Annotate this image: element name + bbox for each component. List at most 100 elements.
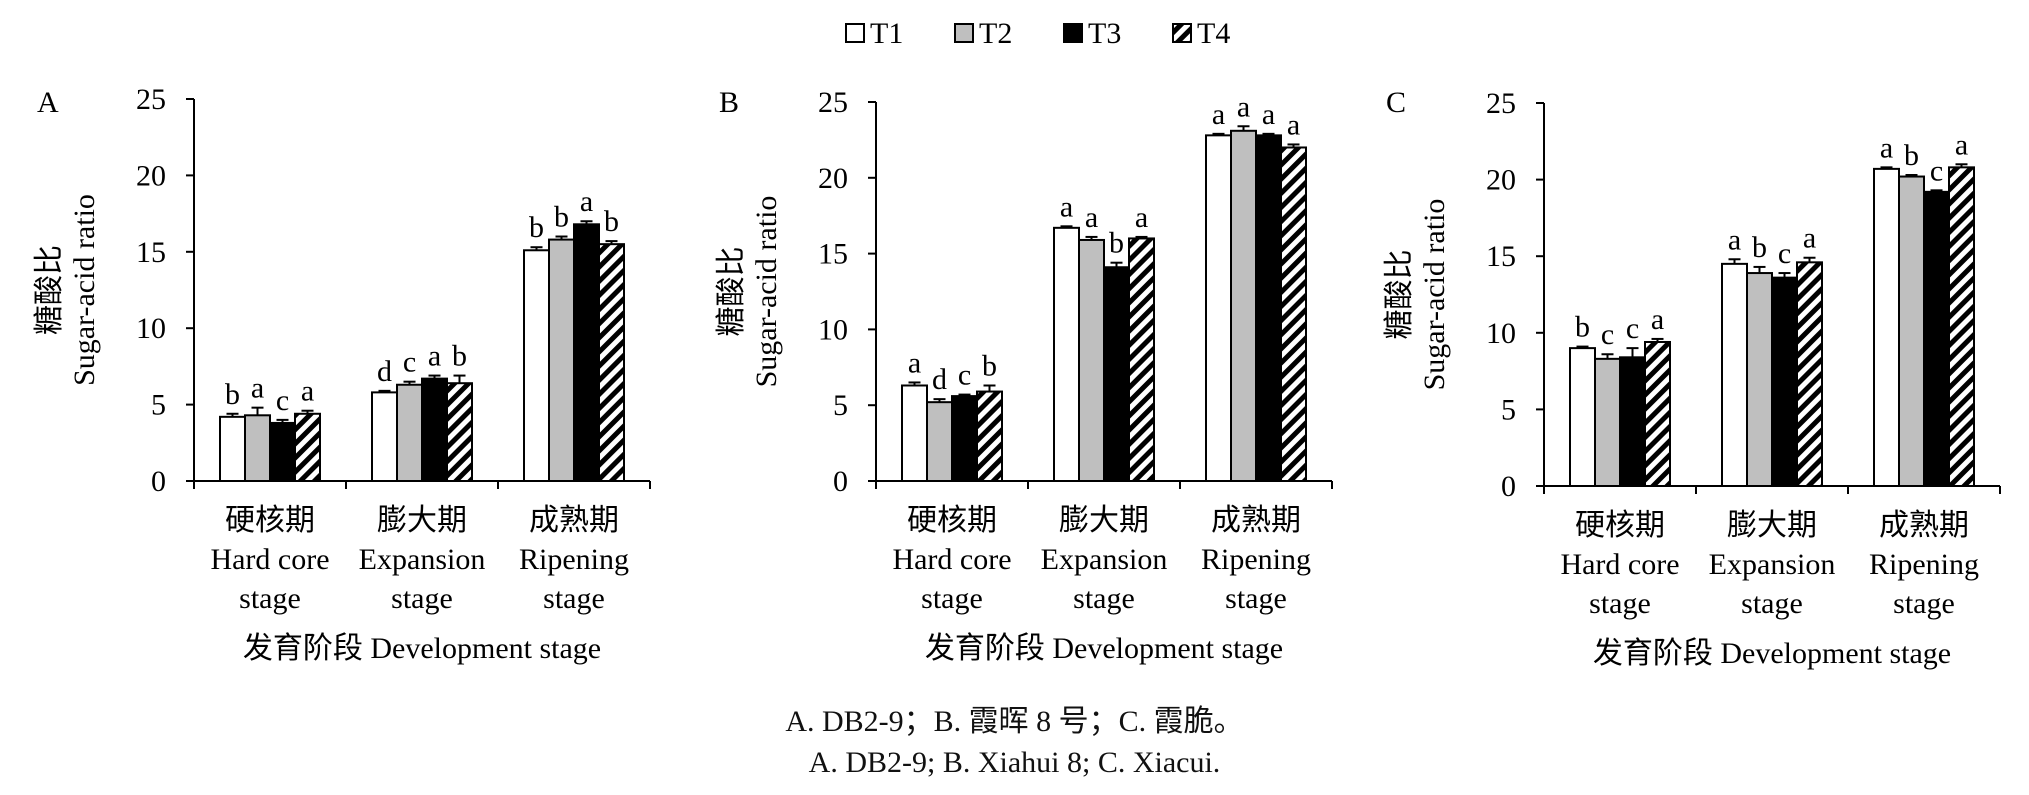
bar-t4	[976, 390, 1003, 482]
y-axis-title-en: Sugar-acid ratio	[68, 194, 101, 386]
significance-letter: c	[403, 346, 416, 379]
y-tick-label: 0	[833, 465, 848, 498]
y-tick-label: 20	[136, 159, 166, 192]
bar-t4	[1948, 166, 1975, 487]
y-tick-label: 25	[818, 86, 848, 119]
category-label-en-stage: stage	[1225, 582, 1287, 615]
significance-letter: a	[1262, 98, 1275, 131]
significance-letter: a	[1955, 128, 1968, 161]
significance-letter: b	[225, 378, 240, 411]
y-tick-label: 25	[1486, 87, 1516, 120]
bar-t1	[901, 384, 928, 483]
y-tick-label: 15	[136, 236, 166, 269]
significance-letter: a	[1060, 190, 1073, 223]
significance-letter: b	[604, 205, 619, 238]
category-label-en-stage: stage	[1893, 587, 1955, 620]
y-tick-label: 5	[151, 389, 166, 422]
significance-letter: b	[452, 340, 467, 373]
bar-t2	[1078, 238, 1105, 482]
y-axis-title-cn: 糖酸比	[715, 247, 748, 337]
y-tick-label: 0	[151, 465, 166, 498]
y-tick-label: 5	[1501, 393, 1516, 426]
bar-t1	[1873, 167, 1900, 487]
bar-t2	[244, 414, 271, 482]
legend-label: T4	[1197, 17, 1230, 50]
y-tick-label: 20	[1486, 164, 1516, 197]
significance-letter: a	[1880, 131, 1893, 164]
bar-t3	[1923, 190, 1950, 488]
y-tick-label: 5	[833, 389, 848, 422]
y-tick-label: 25	[136, 83, 166, 116]
legend-item-t1: T1	[845, 17, 903, 50]
legend-item-t4: T4	[1172, 17, 1230, 50]
y-tick-label: 10	[818, 313, 848, 346]
legend-label: T2	[979, 17, 1012, 50]
category-label-en: Hard core	[892, 543, 1011, 576]
y-axis-title-cn: 糖酸比	[1383, 250, 1416, 340]
category-label-cn: 膨大期	[1727, 509, 1817, 542]
legend-item-t3: T3	[1063, 17, 1121, 50]
bar-t4	[1128, 237, 1155, 482]
category-label-en-stage: stage	[1073, 582, 1135, 615]
significance-letter: a	[1085, 201, 1098, 234]
bar-t1	[371, 391, 398, 483]
bar-t3	[1255, 134, 1282, 483]
category-label-cn: 硬核期	[225, 504, 315, 537]
category-label-cn: 硬核期	[1575, 509, 1665, 542]
bar-t2	[1746, 272, 1773, 487]
legend-label: T3	[1088, 17, 1121, 50]
bar-t2	[1594, 357, 1621, 487]
significance-letter: a	[1287, 108, 1300, 141]
significance-letter: a	[580, 185, 593, 218]
y-tick-label: 15	[1486, 240, 1516, 273]
bar-t1	[1053, 226, 1080, 482]
bar-t1	[1569, 347, 1596, 487]
significance-letter: b	[1109, 227, 1124, 260]
significance-letter: c	[276, 384, 289, 417]
bar-t2	[396, 383, 423, 482]
panel-label: C	[1386, 86, 1406, 119]
y-axis-title-cn: 糖酸比	[33, 245, 66, 335]
significance-letter: b	[529, 211, 544, 244]
significance-letter: c	[1930, 154, 1943, 187]
category-label-cn: 成熟期	[1879, 509, 1969, 542]
y-tick-label: 20	[818, 162, 848, 195]
legend-swatch	[1172, 23, 1192, 43]
significance-letter: a	[1135, 201, 1148, 234]
bar-t3	[951, 395, 978, 482]
y-tick-label: 10	[1486, 317, 1516, 350]
significance-letter: a	[908, 346, 921, 379]
significance-letter: a	[1237, 90, 1250, 123]
legend-swatch	[845, 23, 865, 43]
significance-letter: c	[1778, 237, 1791, 270]
category-label-en: Ripening	[519, 543, 629, 576]
legend-item-t2: T2	[954, 17, 1012, 50]
y-axis-title-en: Sugar-acid ratio	[1418, 199, 1451, 391]
bar-t3	[573, 223, 600, 483]
significance-letter: d	[932, 363, 947, 396]
bar-t2	[926, 401, 953, 482]
category-label-en-stage: stage	[1589, 587, 1651, 620]
significance-letter: a	[1651, 303, 1664, 336]
y-axis-title-en: Sugar-acid ratio	[750, 196, 783, 388]
significance-letter: c	[958, 359, 971, 392]
category-label-en: Ripening	[1201, 543, 1311, 576]
significance-letter: a	[1803, 222, 1816, 255]
bar-t3	[1619, 356, 1646, 488]
bar-t4	[294, 412, 321, 483]
significance-letter: b	[1575, 311, 1590, 344]
significance-letter: c	[1601, 318, 1614, 351]
significance-letter: b	[1752, 231, 1767, 264]
category-label-en: Hard core	[210, 543, 329, 576]
y-tick-label: 15	[818, 238, 848, 271]
y-tick-label: 10	[136, 312, 166, 345]
x-axis-title: 发育阶段 Development stage	[1593, 637, 1951, 670]
category-label-cn: 膨大期	[1059, 504, 1149, 537]
bar-t1	[1205, 134, 1232, 483]
bar-t2	[548, 238, 575, 482]
bar-t1	[219, 415, 246, 483]
significance-letter: a	[1212, 98, 1225, 131]
category-label-cn: 膨大期	[377, 504, 467, 537]
